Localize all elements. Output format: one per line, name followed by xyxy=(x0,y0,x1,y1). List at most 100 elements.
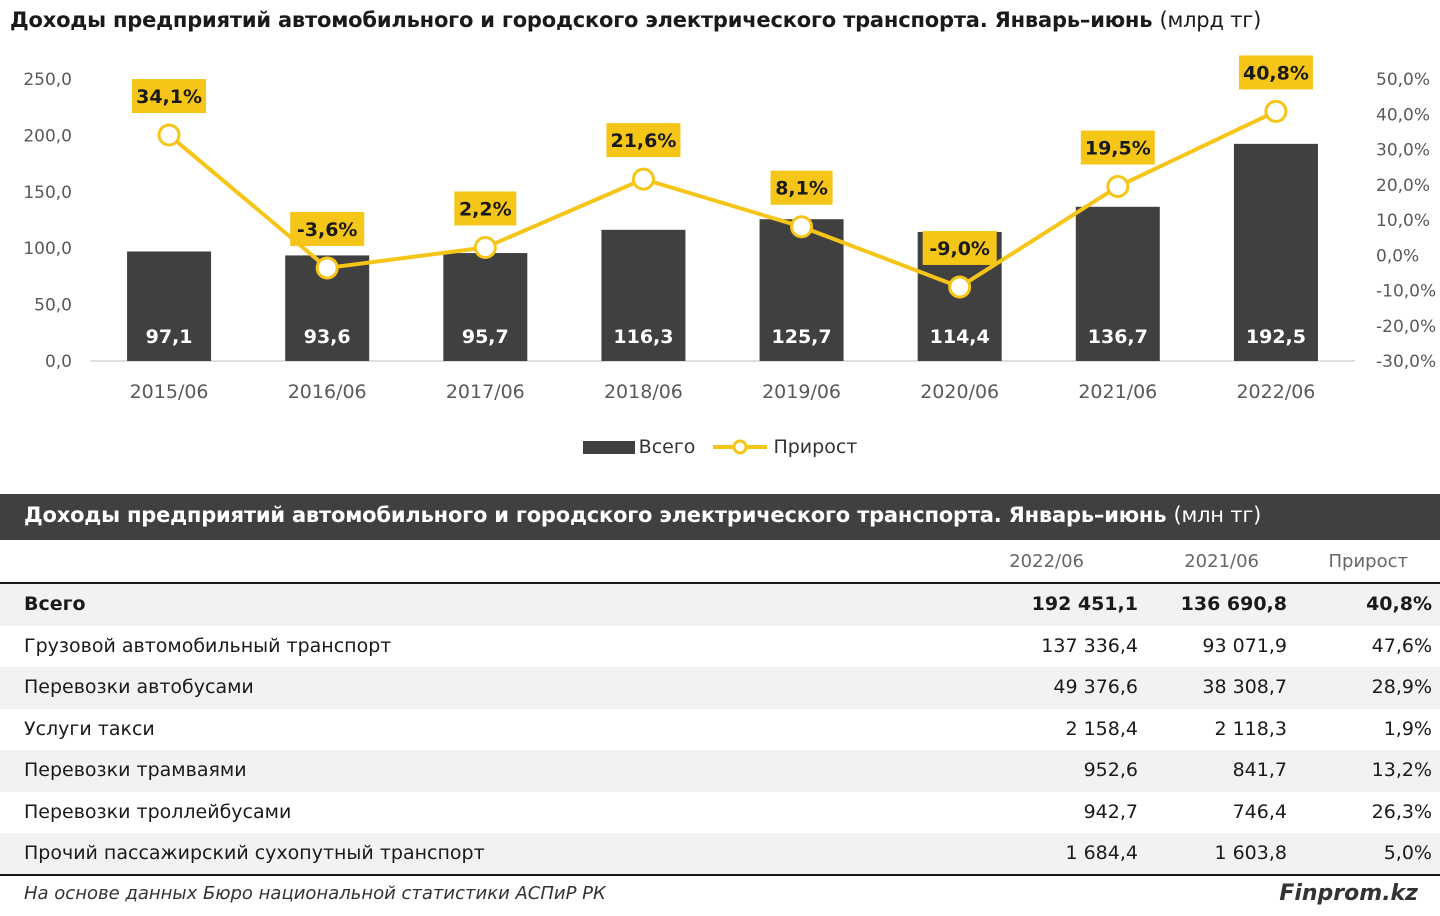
growth-value-label: -9,0% xyxy=(929,238,990,260)
growth-label-box xyxy=(1238,55,1313,90)
row-value-2022: 49 376,6 xyxy=(1053,676,1138,698)
growth-point xyxy=(157,123,181,147)
bar xyxy=(127,251,212,361)
row-value-2021: 841,7 xyxy=(1232,759,1287,781)
column-header-2022: 2022/06 xyxy=(1009,551,1084,572)
legend-item-total[interactable]: Всего xyxy=(582,436,696,458)
growth-point xyxy=(1106,175,1130,199)
row-value-growth: 1,9% xyxy=(1383,717,1432,740)
legend-label-growth: Прирост xyxy=(773,436,858,458)
growth-point xyxy=(790,215,814,239)
combo-chart: 0,0 50,0 100,0 150,0 200,0 250,0 -30,0% -20,0% -… xyxy=(23,55,1436,403)
growth-value-label: -3,6% xyxy=(297,219,358,241)
growth-point xyxy=(948,275,972,299)
growth-value-label: 8,1% xyxy=(775,178,828,200)
y2-tick-label: 40,0% xyxy=(1376,105,1430,125)
table-header: 2022/06 2021/06 Прирост xyxy=(0,540,1440,584)
row-value-2021: 38 308,7 xyxy=(1202,676,1287,698)
row-value-2021: 746,4 xyxy=(1232,800,1287,823)
footer: На основе данных Бюро национальной стати… xyxy=(0,874,1440,916)
bar-value-label: 95,7 xyxy=(462,326,509,348)
growth-line xyxy=(167,109,1277,289)
growth-label-box xyxy=(132,79,207,114)
row-value-growth: 47,6% xyxy=(1371,634,1432,657)
y2-tick-label: -20,0% xyxy=(1376,317,1436,337)
bar-value-label: 97,1 xyxy=(146,326,193,348)
row-value-growth: 26,3% xyxy=(1371,800,1432,823)
growth-label-box xyxy=(454,191,517,226)
row-value-2022: 1 684,4 xyxy=(1065,842,1138,864)
growth-value-label: 21,6% xyxy=(610,130,676,152)
y2-tick-label: -10,0% xyxy=(1376,282,1436,302)
bar-value-label: 125,7 xyxy=(772,326,832,348)
bar xyxy=(601,229,686,361)
row-value-2022: 2 158,4 xyxy=(1065,717,1138,740)
row-value-2021: 2 118,3 xyxy=(1214,717,1287,740)
table-title-text: Доходы предприятий автомобильного и горо… xyxy=(24,503,1167,527)
row-value-growth: 40,8% xyxy=(1366,593,1432,615)
bar-value-label: 192,5 xyxy=(1246,326,1306,348)
column-header-2021: 2021/06 xyxy=(1184,551,1259,572)
growth-value-label: 19,5% xyxy=(1085,138,1151,160)
row-name: Прочий пассажирский сухопутный транспорт xyxy=(24,842,485,864)
bar xyxy=(1233,143,1318,361)
row-value-2021: 1 603,8 xyxy=(1214,842,1287,864)
growth-label-box xyxy=(922,230,997,265)
bar-value-label: 93,6 xyxy=(304,326,351,348)
x-tick-label: 2021/06 xyxy=(1078,381,1157,403)
table-row: Перевозки автобусами 49 376,6 38 308,7 2… xyxy=(0,667,1440,709)
y2-tick-label: 10,0% xyxy=(1376,211,1430,231)
y2-tick-label: 0,0% xyxy=(1376,246,1419,266)
bar xyxy=(1075,206,1160,361)
y-tick-label: 50,0 xyxy=(34,296,72,316)
y2-tick-label: 30,0% xyxy=(1376,141,1430,161)
row-name: Перевозки автобусами xyxy=(24,676,254,698)
x-tick-label: 2022/06 xyxy=(1236,381,1315,403)
row-value-2021: 136 690,8 xyxy=(1180,593,1287,615)
growth-label-box xyxy=(606,123,681,158)
table-title-band: Доходы предприятий автомобильного и горо… xyxy=(0,494,1440,540)
table-row: Перевозки трамваями 952,6 841,7 13,2% xyxy=(0,750,1440,792)
table-body: Всего 192 451,1 136 690,8 40,8% Грузовой… xyxy=(0,584,1440,875)
growth-value-label: 2,2% xyxy=(459,198,512,220)
bar-value-label: 136,7 xyxy=(1088,326,1148,348)
table-row: Перевозки троллейбусами 942,7 746,4 26,3… xyxy=(0,792,1440,834)
bar xyxy=(759,219,844,361)
bar-value-label: 116,3 xyxy=(613,326,673,348)
row-name: Перевозки трамваями xyxy=(24,759,247,781)
row-value-2022: 192 451,1 xyxy=(1031,593,1138,615)
row-value-2022: 942,7 xyxy=(1083,800,1138,823)
legend-item-growth[interactable]: Прирост xyxy=(711,436,857,458)
growth-point xyxy=(631,167,655,191)
x-tick-label: 2018/06 xyxy=(604,381,683,403)
table-row-total: Всего 192 451,1 136 690,8 40,8% xyxy=(0,584,1440,626)
growth-label-box xyxy=(770,170,833,205)
row-name: Перевозки троллейбусами xyxy=(24,800,292,823)
chart-title-unit: (млрд тг) xyxy=(1159,8,1262,32)
legend-line-swatch xyxy=(713,439,768,455)
row-value-2021: 93 071,9 xyxy=(1202,634,1287,657)
row-value-growth: 13,2% xyxy=(1371,759,1432,781)
row-name: Грузовой автомобильный транспорт xyxy=(24,634,392,657)
growth-value-label: 40,8% xyxy=(1243,62,1309,84)
bar xyxy=(443,253,528,361)
x-tick-label: 2016/06 xyxy=(288,381,367,403)
x-tick-label: 2020/06 xyxy=(920,381,999,403)
y-tick-label: 0,0 xyxy=(45,352,72,372)
chart-title: Доходы предприятий автомобильного и горо… xyxy=(10,8,1430,32)
y2-tick-label: -30,0% xyxy=(1376,352,1436,372)
row-value-2022: 137 336,4 xyxy=(1041,634,1138,657)
table-title: Доходы предприятий автомобильного и горо… xyxy=(24,503,1261,527)
legend-label-total: Всего xyxy=(638,436,696,458)
growth-point xyxy=(473,235,497,259)
growth-point xyxy=(315,256,339,280)
chart-title-text: Доходы предприятий автомобильного и горо… xyxy=(10,8,1153,32)
growth-label-box xyxy=(290,211,365,246)
column-header-growth: Прирост xyxy=(1328,551,1408,572)
y2-tick-label: 20,0% xyxy=(1376,176,1430,196)
table-row: Грузовой автомобильный транспорт 137 336… xyxy=(0,626,1440,668)
row-name: Услуги такси xyxy=(24,717,155,740)
table-row: Прочий пассажирский сухопутный транспорт… xyxy=(0,833,1440,875)
table-title-unit: (млн тг) xyxy=(1173,503,1262,527)
chart-legend: Всего Прирост xyxy=(0,436,1440,458)
